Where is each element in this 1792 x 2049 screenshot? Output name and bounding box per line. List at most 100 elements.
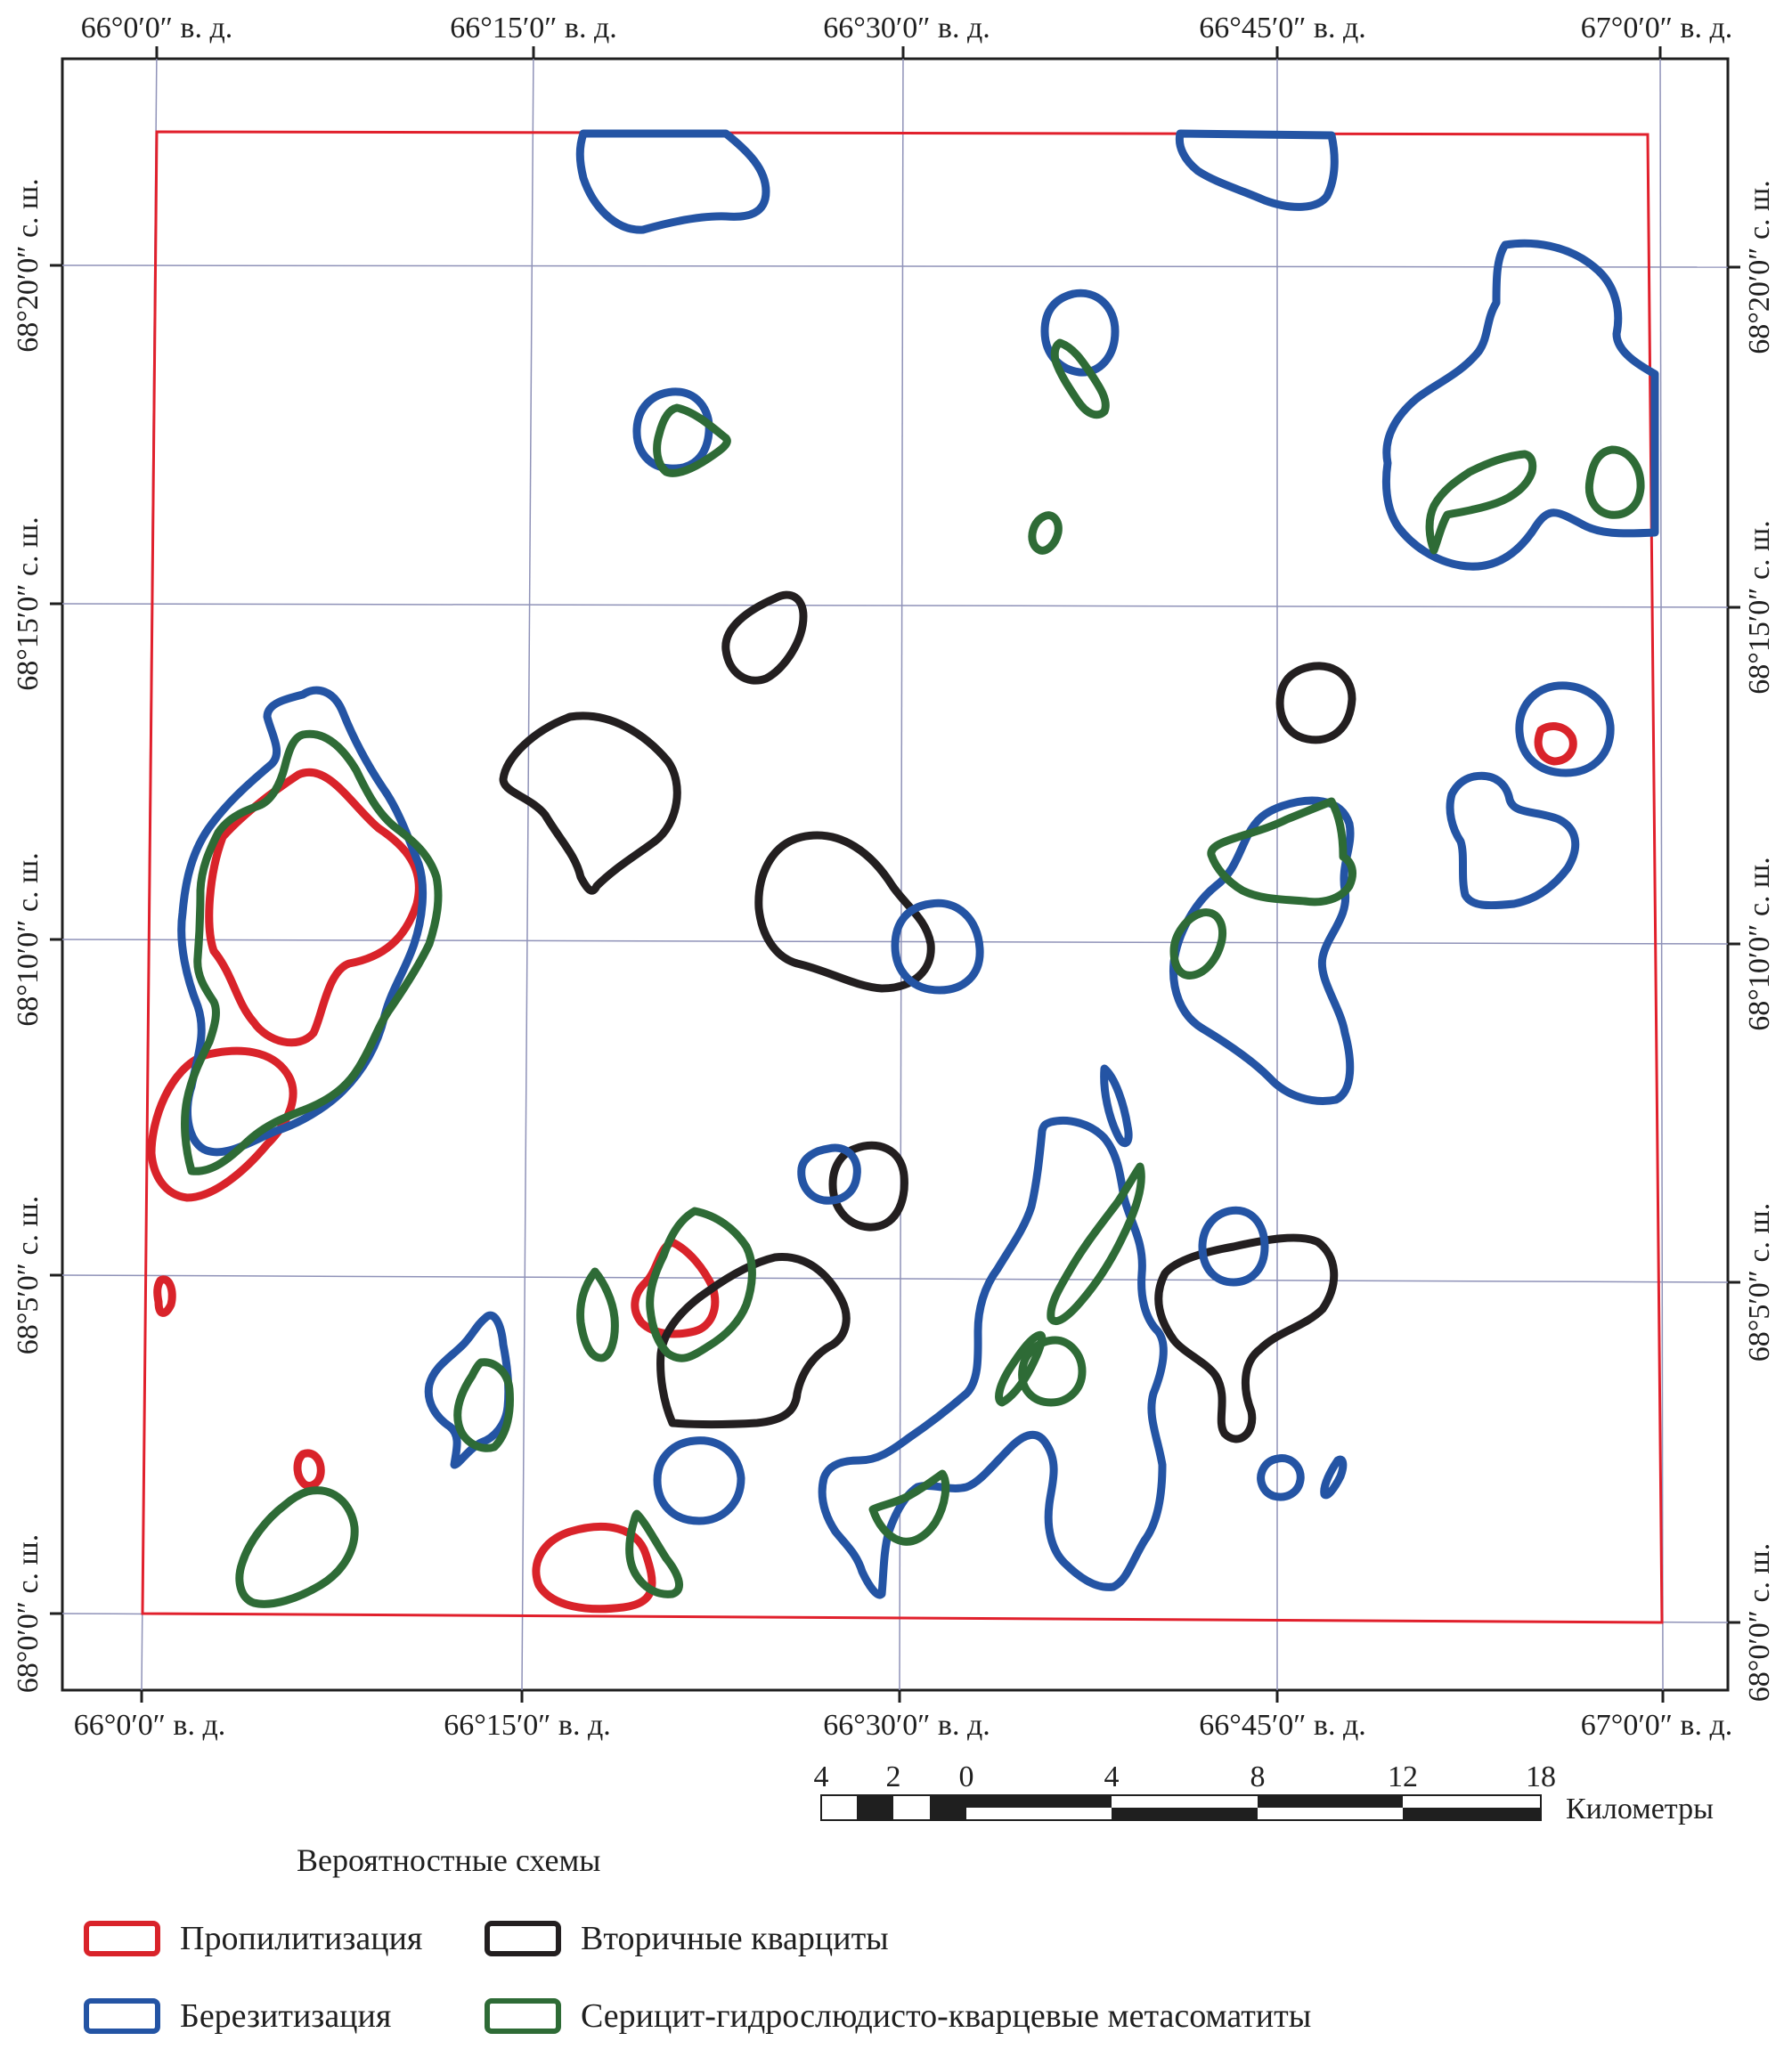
sericite-contour — [646, 1207, 756, 1362]
lat-label-right: 68°20′0″ с. ш. — [1743, 180, 1776, 354]
lon-label-bottom: 66°15′0″ в. д. — [444, 1709, 611, 1742]
sericite-contour — [625, 1509, 684, 1598]
beresitization-contour — [1198, 1206, 1269, 1287]
legend-swatch-black — [485, 1921, 561, 1956]
legend-item-secondary-quartzites: Вторичные кварциты — [485, 1919, 889, 1958]
sericite-contour — [868, 1469, 950, 1546]
meridian-66-30 — [899, 45, 904, 1691]
lon-label-top: 66°45′0″ в. д. — [1199, 12, 1366, 45]
lon-label-bottom: 66°45′0″ в. д. — [1199, 1709, 1366, 1742]
legend-item-sericite-metasomatites: Серицит-гидрослюдисто-кварцевые метасома… — [485, 1996, 1311, 2036]
meridian-67-00 — [1659, 45, 1664, 1691]
scale-unit: Километры — [1566, 1793, 1714, 1825]
secondary-quartzite-contour — [754, 831, 935, 993]
beresitization-contour — [1100, 1064, 1133, 1148]
beresitization-contour — [575, 129, 770, 234]
sericite-contour — [1425, 450, 1537, 555]
secondary-quartzites-zones — [499, 590, 1356, 1443]
secondary-quartzite-contour — [1154, 1233, 1339, 1443]
scale-tick-label: 2 — [886, 1760, 901, 1793]
propylitization-contour — [205, 768, 423, 1047]
secondary-quartzite-contour — [1275, 662, 1356, 744]
map-frame — [61, 57, 1730, 1692]
sericite-contour — [235, 1486, 359, 1608]
beresitization-contour — [1381, 239, 1659, 571]
parallel-68-05 — [61, 1274, 1729, 1283]
sericite-contour — [1584, 445, 1645, 519]
lat-label-left: 68°5′0″ с. ш. — [12, 1196, 45, 1354]
sericite-contour — [653, 403, 731, 477]
propylitization-contour — [293, 1449, 325, 1490]
beresitization-contour — [1446, 771, 1580, 910]
scale-tick-label: 18 — [1526, 1760, 1556, 1793]
lat-label-left: 68°20′0″ с. ш. — [12, 178, 45, 352]
beresitization-contour — [1257, 1454, 1305, 1501]
legend-label: Пропилитизация — [180, 1920, 423, 1957]
study-area-boundary — [141, 130, 1664, 1624]
beresitization-zones — [177, 129, 1659, 1599]
sericite-contour — [453, 1358, 514, 1452]
secondary-quartzite-contour — [499, 711, 681, 895]
lon-label-bottom: 67°0′0″ в. д. — [1581, 1709, 1733, 1742]
legend-label: Серицит-гидрослюдисто-кварцевые метасома… — [581, 1997, 1312, 2035]
legend-item-beresitization: Березитизация — [84, 1996, 391, 2036]
legend-title: Вероятностные схемы — [297, 1842, 601, 1878]
sericite-contour — [1169, 908, 1227, 980]
lat-label-left: 68°0′0″ с. ш. — [12, 1534, 45, 1693]
scale-tick-label: 4 — [814, 1760, 829, 1793]
beresitization-contour — [797, 1143, 861, 1205]
lon-label-top: 66°15′0″ в. д. — [450, 12, 617, 45]
sericite-metasomatites-zones — [181, 338, 1645, 1608]
beresitization-contour — [1515, 681, 1615, 777]
sericite-contour — [1028, 511, 1063, 555]
sericite-contour — [1050, 338, 1110, 419]
scale-tick-label: 4 — [1104, 1760, 1120, 1793]
lon-label-bottom: 66°0′0″ в. д. — [74, 1709, 226, 1742]
propylitization-contour — [147, 1046, 297, 1202]
sericite-contour — [181, 729, 443, 1175]
scale-tick-label: 12 — [1388, 1760, 1418, 1793]
lat-label-right: 68°5′0″ с. ш. — [1743, 1203, 1776, 1362]
propylitization-contour — [153, 1275, 176, 1317]
coordinate-labels: 66°0′0″ в. д. 66°15′0″ в. д. 66°30′0″ в.… — [12, 12, 1776, 1742]
sericite-contour — [1207, 797, 1356, 907]
beresitization-contour — [424, 1311, 513, 1469]
secondary-quartzite-contour — [721, 590, 808, 685]
lon-label-top: 66°30′0″ в. д. — [823, 12, 990, 45]
lat-label-right: 68°0′0″ с. ш. — [1743, 1543, 1776, 1702]
secondary-quartzite-contour — [656, 1253, 851, 1428]
scale-tick-label: 0 — [959, 1760, 974, 1793]
propylitization-contour — [631, 1238, 720, 1338]
beresitization-contour — [632, 387, 713, 473]
parallel-68-20 — [61, 264, 1729, 268]
lat-label-right: 68°15′0″ с. ш. — [1743, 520, 1776, 694]
propylitization-contour — [1534, 722, 1577, 766]
beresitization-contour — [653, 1436, 745, 1525]
parallel-68-15 — [61, 603, 1729, 608]
beresitization-contour — [1169, 796, 1355, 1105]
lon-label-bottom: 66°30′0″ в. д. — [823, 1709, 990, 1742]
sericite-contour — [1018, 1336, 1087, 1407]
beresitization-contour — [177, 686, 428, 1157]
legend-swatch-red — [84, 1921, 160, 1956]
legend-swatch-green — [485, 1998, 561, 2034]
beresitization-contour — [1040, 289, 1120, 377]
legend-swatch-blue — [84, 1998, 160, 2034]
legend-label: Березитизация — [180, 1997, 392, 2035]
sericite-contour — [1047, 1162, 1145, 1326]
lon-label-top: 66°0′0″ в. д. — [81, 12, 233, 45]
propylitization-zones — [147, 722, 1577, 1614]
beresitization-contour — [1175, 129, 1339, 211]
lat-label-left: 68°15′0″ с. ш. — [12, 516, 45, 690]
lat-label-left: 68°10′0″ с. ш. — [12, 852, 45, 1026]
sericite-contour — [995, 1330, 1047, 1407]
sericite-contour — [576, 1267, 619, 1362]
lon-label-top: 67°0′0″ в. д. — [1581, 12, 1733, 45]
scale-tick-label: 8 — [1250, 1760, 1266, 1793]
beresitization-contour — [818, 1116, 1168, 1599]
secondary-quartzite-contour — [828, 1141, 908, 1232]
legend-label: Вторичные кварциты — [581, 1920, 889, 1957]
beresitization-contour — [891, 898, 984, 995]
meridian-66-15 — [521, 45, 534, 1691]
